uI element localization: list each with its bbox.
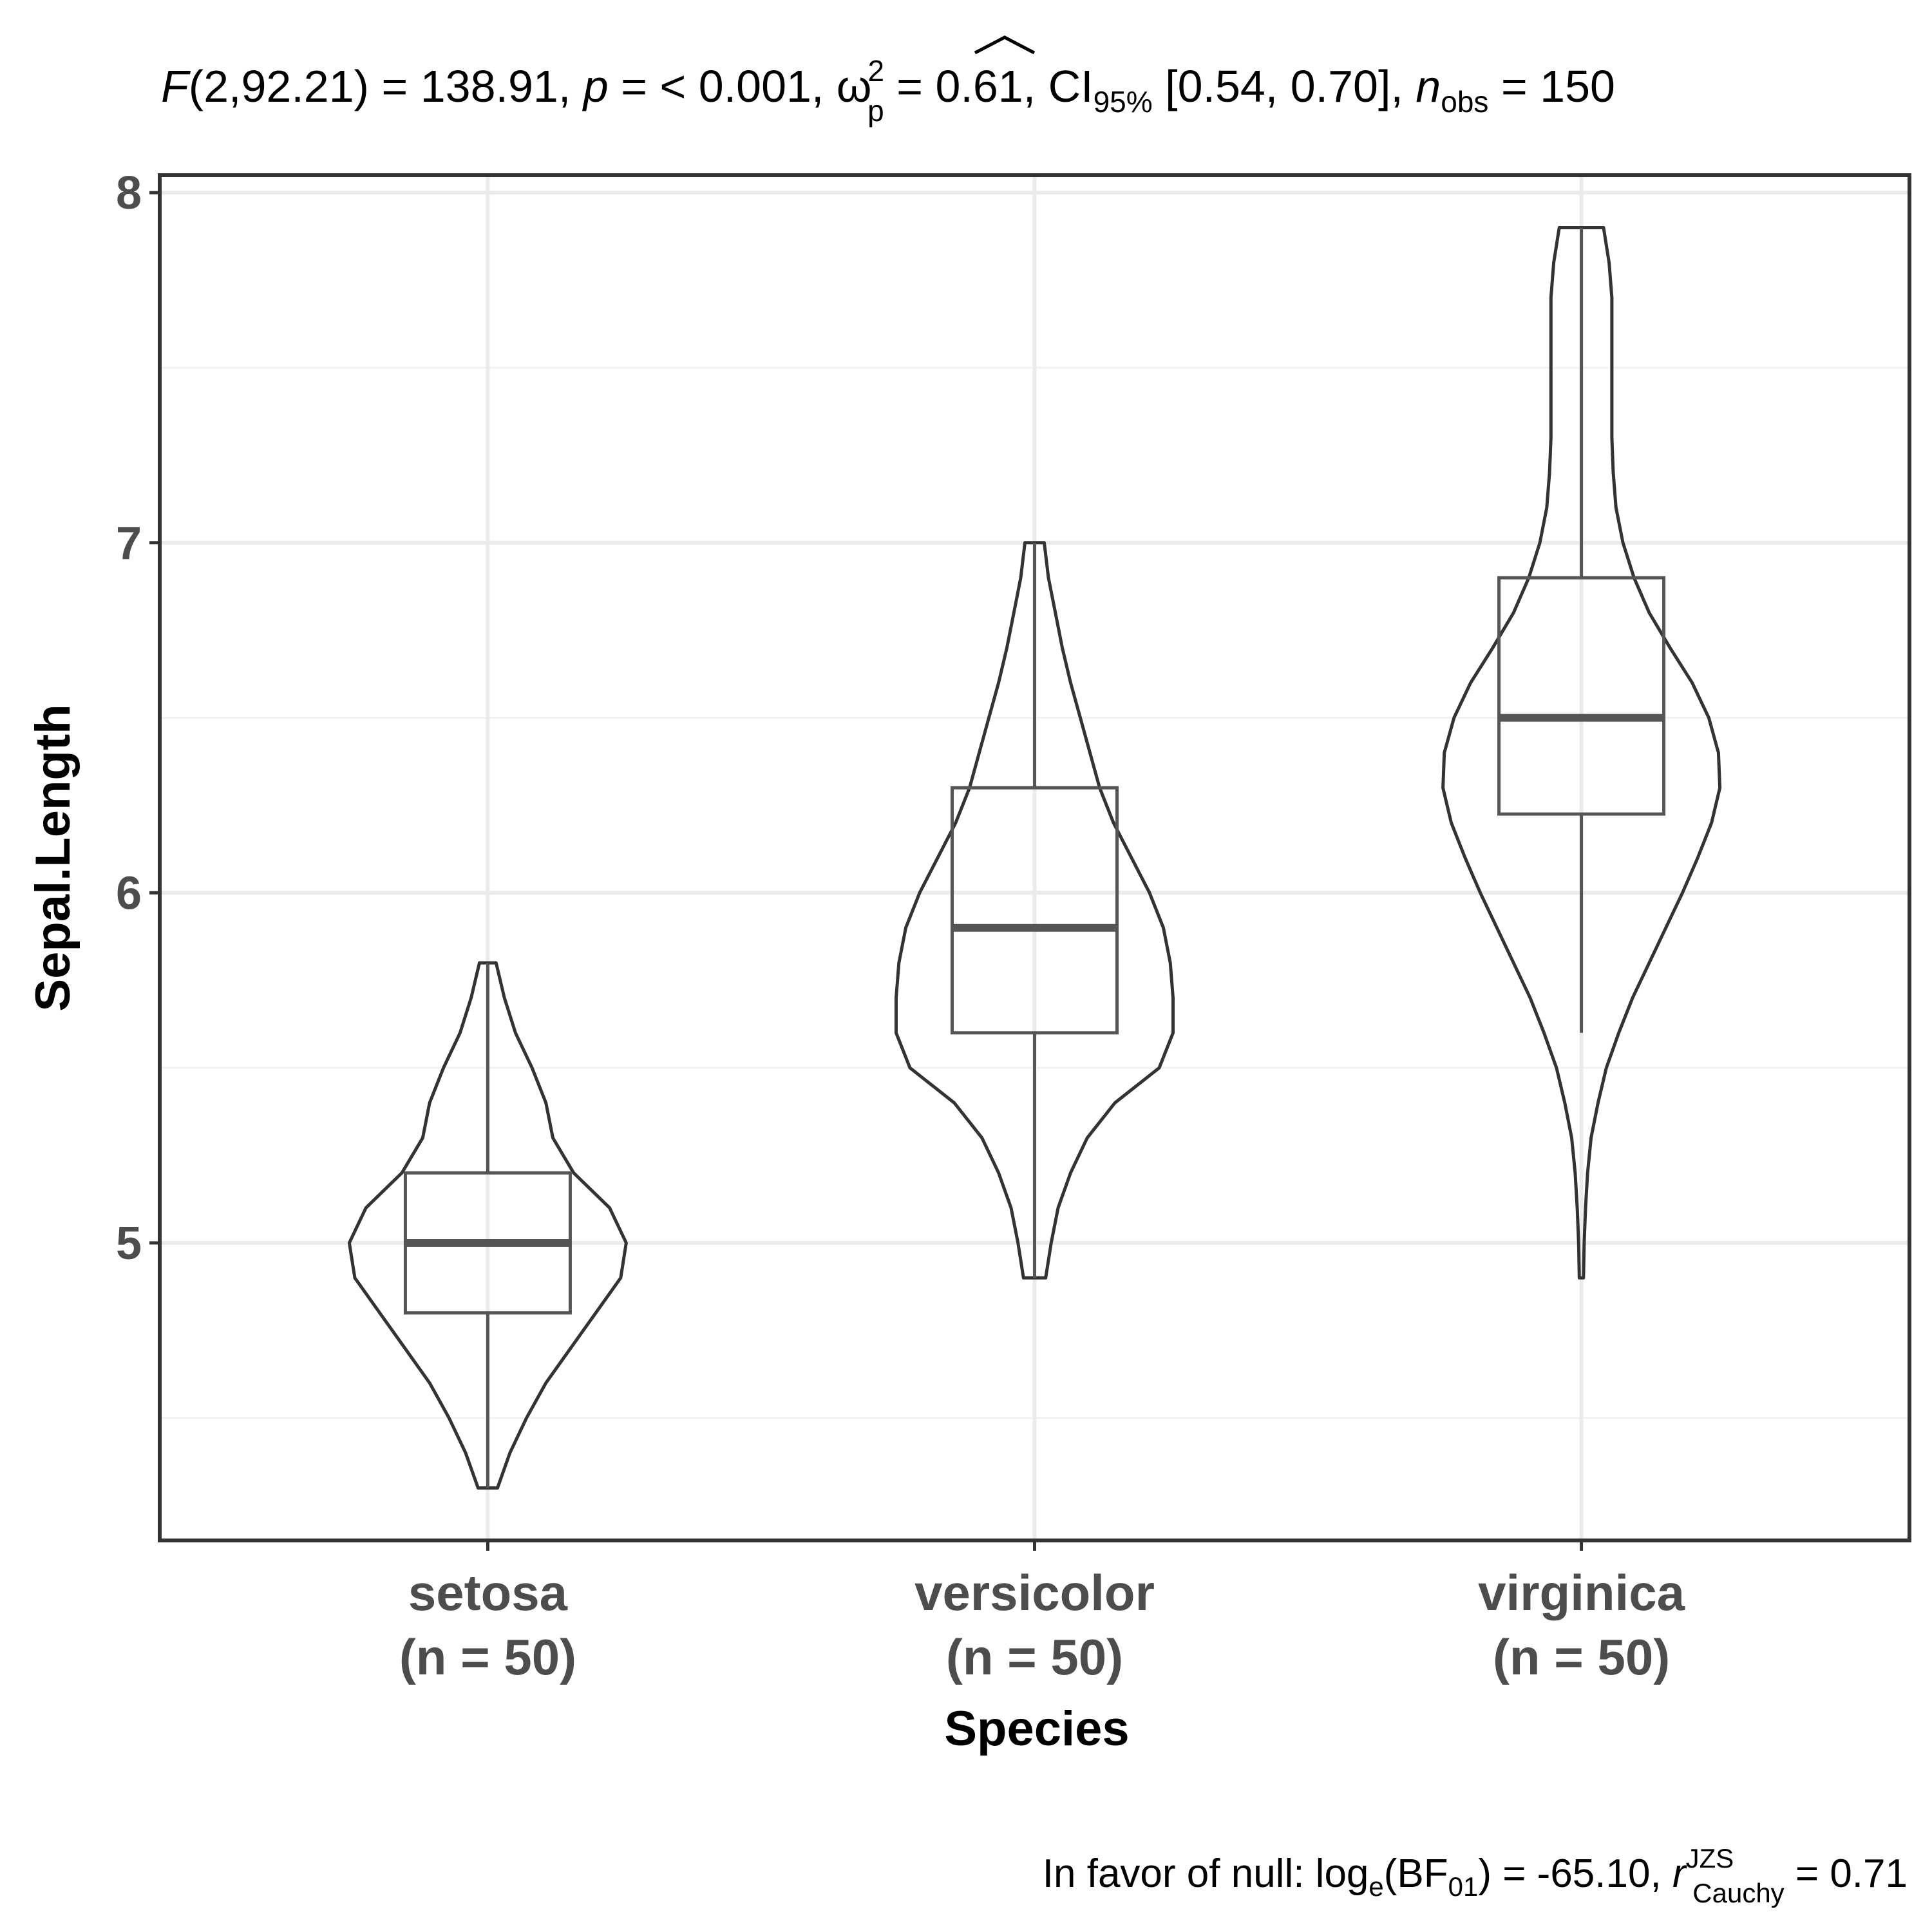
- caption-r-value: = 0.71: [1785, 1852, 1908, 1896]
- box-versicolor: [951, 786, 1119, 1035]
- x-axis-title: Species: [944, 1701, 1129, 1756]
- subtitle-omega-superscript: 2: [867, 54, 884, 88]
- chart-subtitle: F(2,92.21) = 138.91, p = < 0.001, ω2 p = …: [161, 54, 1615, 128]
- x-tick-label-virginica: virginica: [1478, 1564, 1685, 1621]
- caption-bf-subscript: 01: [1448, 1871, 1479, 1902]
- subtitle-ci-value: [0.54, 0.70],: [1153, 61, 1416, 111]
- omega-hat-mark: [974, 35, 1036, 55]
- x-tick-count-versicolor: (n = 50): [946, 1629, 1123, 1685]
- subtitle-ci-subscript: 95%: [1094, 85, 1153, 118]
- subtitle-n-subscript: obs: [1441, 85, 1488, 118]
- violin-versicolor: [895, 541, 1175, 1280]
- violin-virginica: [1441, 226, 1722, 1280]
- y-tick-label: 6: [116, 867, 142, 919]
- subtitle-n-symbol: n: [1416, 61, 1441, 111]
- caption-r-superscript: JZS: [1686, 1843, 1734, 1873]
- subtitle-stat-name: F: [161, 61, 191, 111]
- caption-r-symbol: r: [1672, 1852, 1687, 1896]
- subtitle-omega-symbol: ω: [837, 61, 872, 111]
- violin-setosa: [347, 961, 628, 1490]
- subtitle-n-value: = 150: [1488, 61, 1615, 111]
- x-tick-label-setosa: setosa: [408, 1564, 568, 1621]
- y-axis: 5 6 7 8: [116, 167, 160, 1269]
- x-tick-count-virginica: (n = 50): [1493, 1629, 1670, 1685]
- caption-log-subscript: e: [1368, 1871, 1383, 1902]
- y-tick-label: 8: [116, 167, 142, 219]
- subtitle-p-symbol: p: [582, 61, 609, 111]
- subtitle-p-value: = < 0.001,: [609, 61, 837, 111]
- caption-lead: In favor of null: log: [1043, 1852, 1369, 1896]
- subtitle-omega-subscript: p: [867, 94, 884, 128]
- caption-bf-value: ) = -65.10,: [1478, 1852, 1672, 1896]
- chart-caption: In favor of null: loge(BF01) = -65.10, r…: [1043, 1843, 1908, 1908]
- box-virginica: [1497, 576, 1666, 816]
- violins: [347, 226, 1722, 1490]
- y-tick-label: 7: [116, 518, 142, 569]
- y-tick-label: 5: [116, 1218, 142, 1269]
- x-axis: setosa (n = 50) versicolor (n = 50) virginic…: [399, 1540, 1685, 1685]
- caption-r-subscript: Cauchy: [1692, 1878, 1784, 1908]
- x-tick-label-versicolor: versicolor: [914, 1564, 1155, 1621]
- boxplots: [403, 227, 1666, 1488]
- subtitle-df: (2,92.21) = 138.91,: [189, 61, 583, 111]
- caption-bf: (BF: [1384, 1852, 1448, 1896]
- subtitle-omega-value: = 0.61, CI: [884, 61, 1094, 111]
- y-axis-title: Sepal.Length: [26, 704, 80, 1011]
- x-tick-count-setosa: (n = 50): [399, 1629, 576, 1685]
